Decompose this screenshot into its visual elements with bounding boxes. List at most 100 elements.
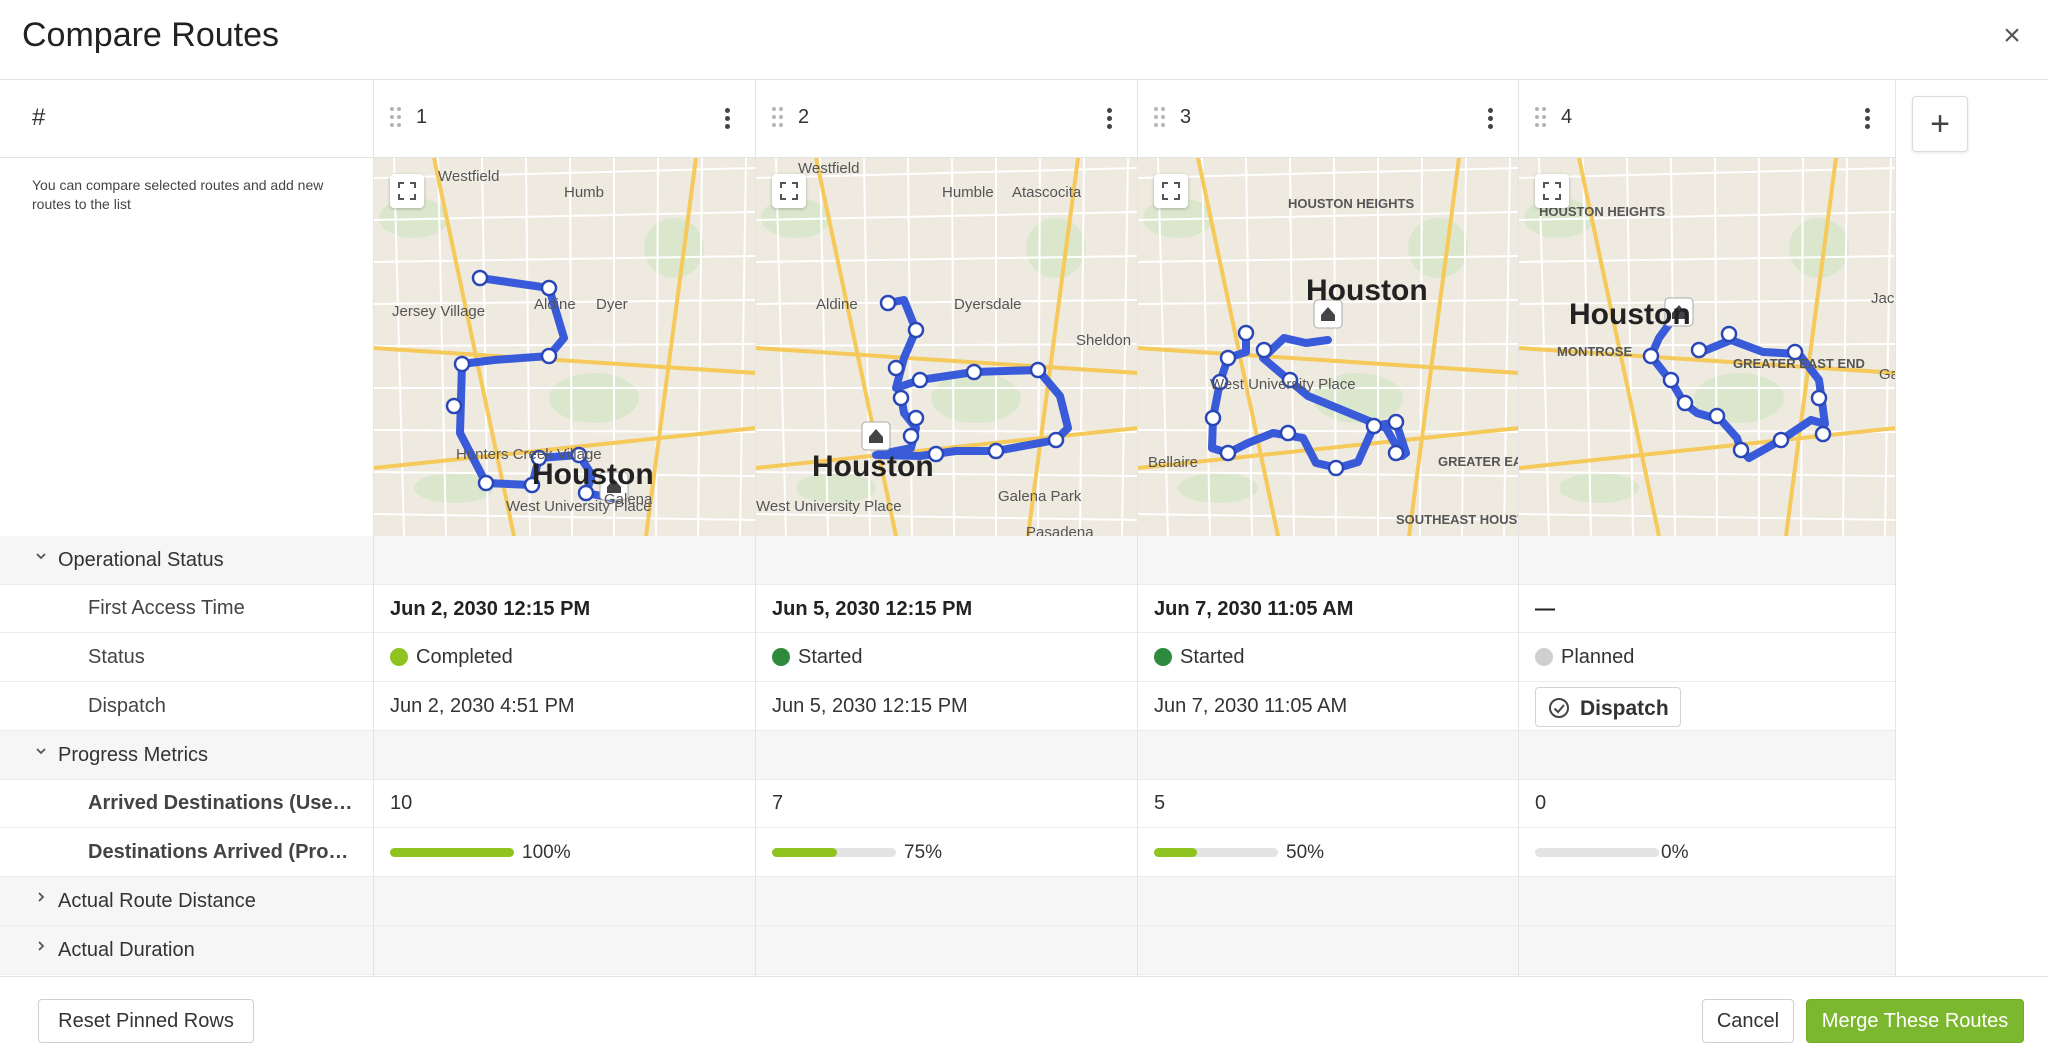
map-highway: [1407, 158, 1461, 536]
route-map[interactable]: Westfield Humble Atascocita Aldine Dyersdale…: [756, 158, 1137, 536]
route-stop[interactable]: [1219, 349, 1237, 367]
section-operational-status[interactable]: Operational Status: [0, 536, 373, 585]
route-stop[interactable]: [1772, 431, 1790, 449]
arrived-destinations-value: 0: [1535, 792, 1547, 814]
map-place-label: Humble: [942, 184, 994, 201]
route-stop[interactable]: [1708, 407, 1726, 425]
section-actual-route-distance[interactable]: Actual Route Distance: [0, 877, 373, 926]
route-stop[interactable]: [987, 442, 1005, 460]
more-options-icon[interactable]: [725, 108, 731, 130]
route-column-4: 4 HOUSTON HEIGHTS Houston MONTROSE GREATER E…: [1519, 80, 1896, 976]
route-stop[interactable]: [1676, 394, 1694, 412]
map-park: [549, 373, 639, 423]
route-stop[interactable]: [1814, 425, 1832, 443]
route-stop[interactable]: [530, 449, 548, 467]
route-stop[interactable]: [907, 321, 925, 339]
map-place-label: Bellaire: [1148, 454, 1199, 471]
dialog-footer: Reset Pinned Rows Cancel Merge These Rou…: [0, 976, 2048, 1058]
route-stop[interactable]: [1690, 341, 1708, 359]
map-street: [756, 513, 1137, 521]
fullscreen-icon[interactable]: [1535, 174, 1569, 208]
fullscreen-icon[interactable]: [390, 174, 424, 208]
route-map[interactable]: HOUSTON HEIGHTS Houston West University Pl…: [1138, 158, 1518, 536]
cell-dispatch: Jun 2, 2030 4:51 PM: [374, 682, 755, 731]
map-street: [1419, 158, 1423, 536]
progress-track: [1154, 848, 1278, 857]
section-progress-metrics[interactable]: Progress Metrics: [0, 731, 373, 780]
home-icon[interactable]: [599, 471, 629, 501]
merge-routes-button[interactable]: Merge These Routes: [1806, 999, 2024, 1043]
route-map[interactable]: HOUSTON HEIGHTS Houston MONTROSE GREATER EA…: [1519, 158, 1895, 536]
dispatch-button[interactable]: Dispatch: [1535, 687, 1681, 727]
more-options-icon[interactable]: [1107, 108, 1113, 130]
route-stop[interactable]: [1219, 444, 1237, 462]
route-stop[interactable]: [477, 474, 495, 492]
map-highway: [374, 346, 755, 375]
fullscreen-icon[interactable]: [772, 174, 806, 208]
drag-handle-icon[interactable]: [1154, 107, 1168, 129]
label-column-header: #: [0, 80, 373, 158]
route-stop[interactable]: [927, 445, 945, 463]
fullscreen-icon[interactable]: [1154, 174, 1188, 208]
map-place-label: GREATER EAST END: [1733, 356, 1865, 371]
route-stop[interactable]: [1237, 324, 1255, 342]
row-arrived-destinations: Arrived Destinations (User ...: [0, 780, 373, 828]
row-label: Dispatch: [88, 695, 166, 717]
route-stop[interactable]: [1255, 341, 1273, 359]
route-stop[interactable]: [911, 371, 929, 389]
route-stop[interactable]: [1204, 409, 1222, 427]
map-place-label: Galena Park: [998, 488, 1082, 505]
section-actual-duration[interactable]: Actual Duration: [0, 926, 373, 975]
route-stop[interactable]: [1387, 444, 1405, 462]
route-stop[interactable]: [965, 363, 983, 381]
add-route-button[interactable]: +: [1912, 96, 1968, 152]
map-street: [374, 513, 755, 521]
route-stop[interactable]: [887, 359, 905, 377]
chevron-right-icon: [34, 939, 48, 953]
route-stop[interactable]: [1732, 441, 1750, 459]
route-stop[interactable]: [570, 446, 588, 464]
section-row-progress-metrics: [1138, 731, 1518, 780]
home-icon[interactable]: [1313, 299, 1343, 329]
route-stop[interactable]: [1720, 325, 1738, 343]
drag-handle-icon[interactable]: [390, 107, 404, 129]
route-stop[interactable]: [523, 476, 541, 494]
drag-handle-icon[interactable]: [1535, 107, 1549, 129]
route-map[interactable]: Westfield Humb Jersey Village Aldine Dyer Hun…: [374, 158, 755, 536]
dialog-title: Compare Routes: [22, 16, 280, 54]
route-stop[interactable]: [1662, 371, 1680, 389]
route-stop[interactable]: [471, 269, 489, 287]
home-icon[interactable]: [861, 421, 891, 451]
route-stop[interactable]: [879, 294, 897, 312]
route-stop[interactable]: [1211, 373, 1229, 391]
cancel-button[interactable]: Cancel: [1702, 999, 1794, 1043]
route-stop[interactable]: [907, 409, 925, 427]
route-stop[interactable]: [1029, 361, 1047, 379]
route-stop[interactable]: [540, 347, 558, 365]
cell-status: Planned: [1519, 633, 1895, 682]
route-stop[interactable]: [1047, 431, 1065, 449]
route-stop[interactable]: [1642, 347, 1660, 365]
more-options-icon[interactable]: [1865, 108, 1871, 130]
close-icon[interactable]: ×: [2003, 19, 2021, 52]
route-stop[interactable]: [1279, 424, 1297, 442]
route-stop[interactable]: [1365, 417, 1383, 435]
route-stop[interactable]: [892, 389, 910, 407]
route-stop[interactable]: [445, 397, 463, 415]
route-stop[interactable]: [1810, 389, 1828, 407]
route-stop[interactable]: [577, 484, 595, 502]
route-stop[interactable]: [1786, 343, 1804, 361]
route-stop[interactable]: [1327, 459, 1345, 477]
route-stop[interactable]: [540, 279, 558, 297]
route-stop[interactable]: [902, 427, 920, 445]
more-options-icon[interactable]: [1488, 108, 1494, 130]
home-icon[interactable]: [1664, 297, 1694, 327]
route-number: 4: [1561, 106, 1573, 128]
drag-handle-icon[interactable]: [772, 107, 786, 129]
route-stop[interactable]: [1281, 371, 1299, 389]
route-stop[interactable]: [1387, 413, 1405, 431]
status-badge: Completed: [416, 646, 513, 668]
map-street: [1121, 158, 1129, 536]
reset-pinned-rows-button[interactable]: Reset Pinned Rows: [38, 999, 254, 1043]
route-stop[interactable]: [453, 355, 471, 373]
